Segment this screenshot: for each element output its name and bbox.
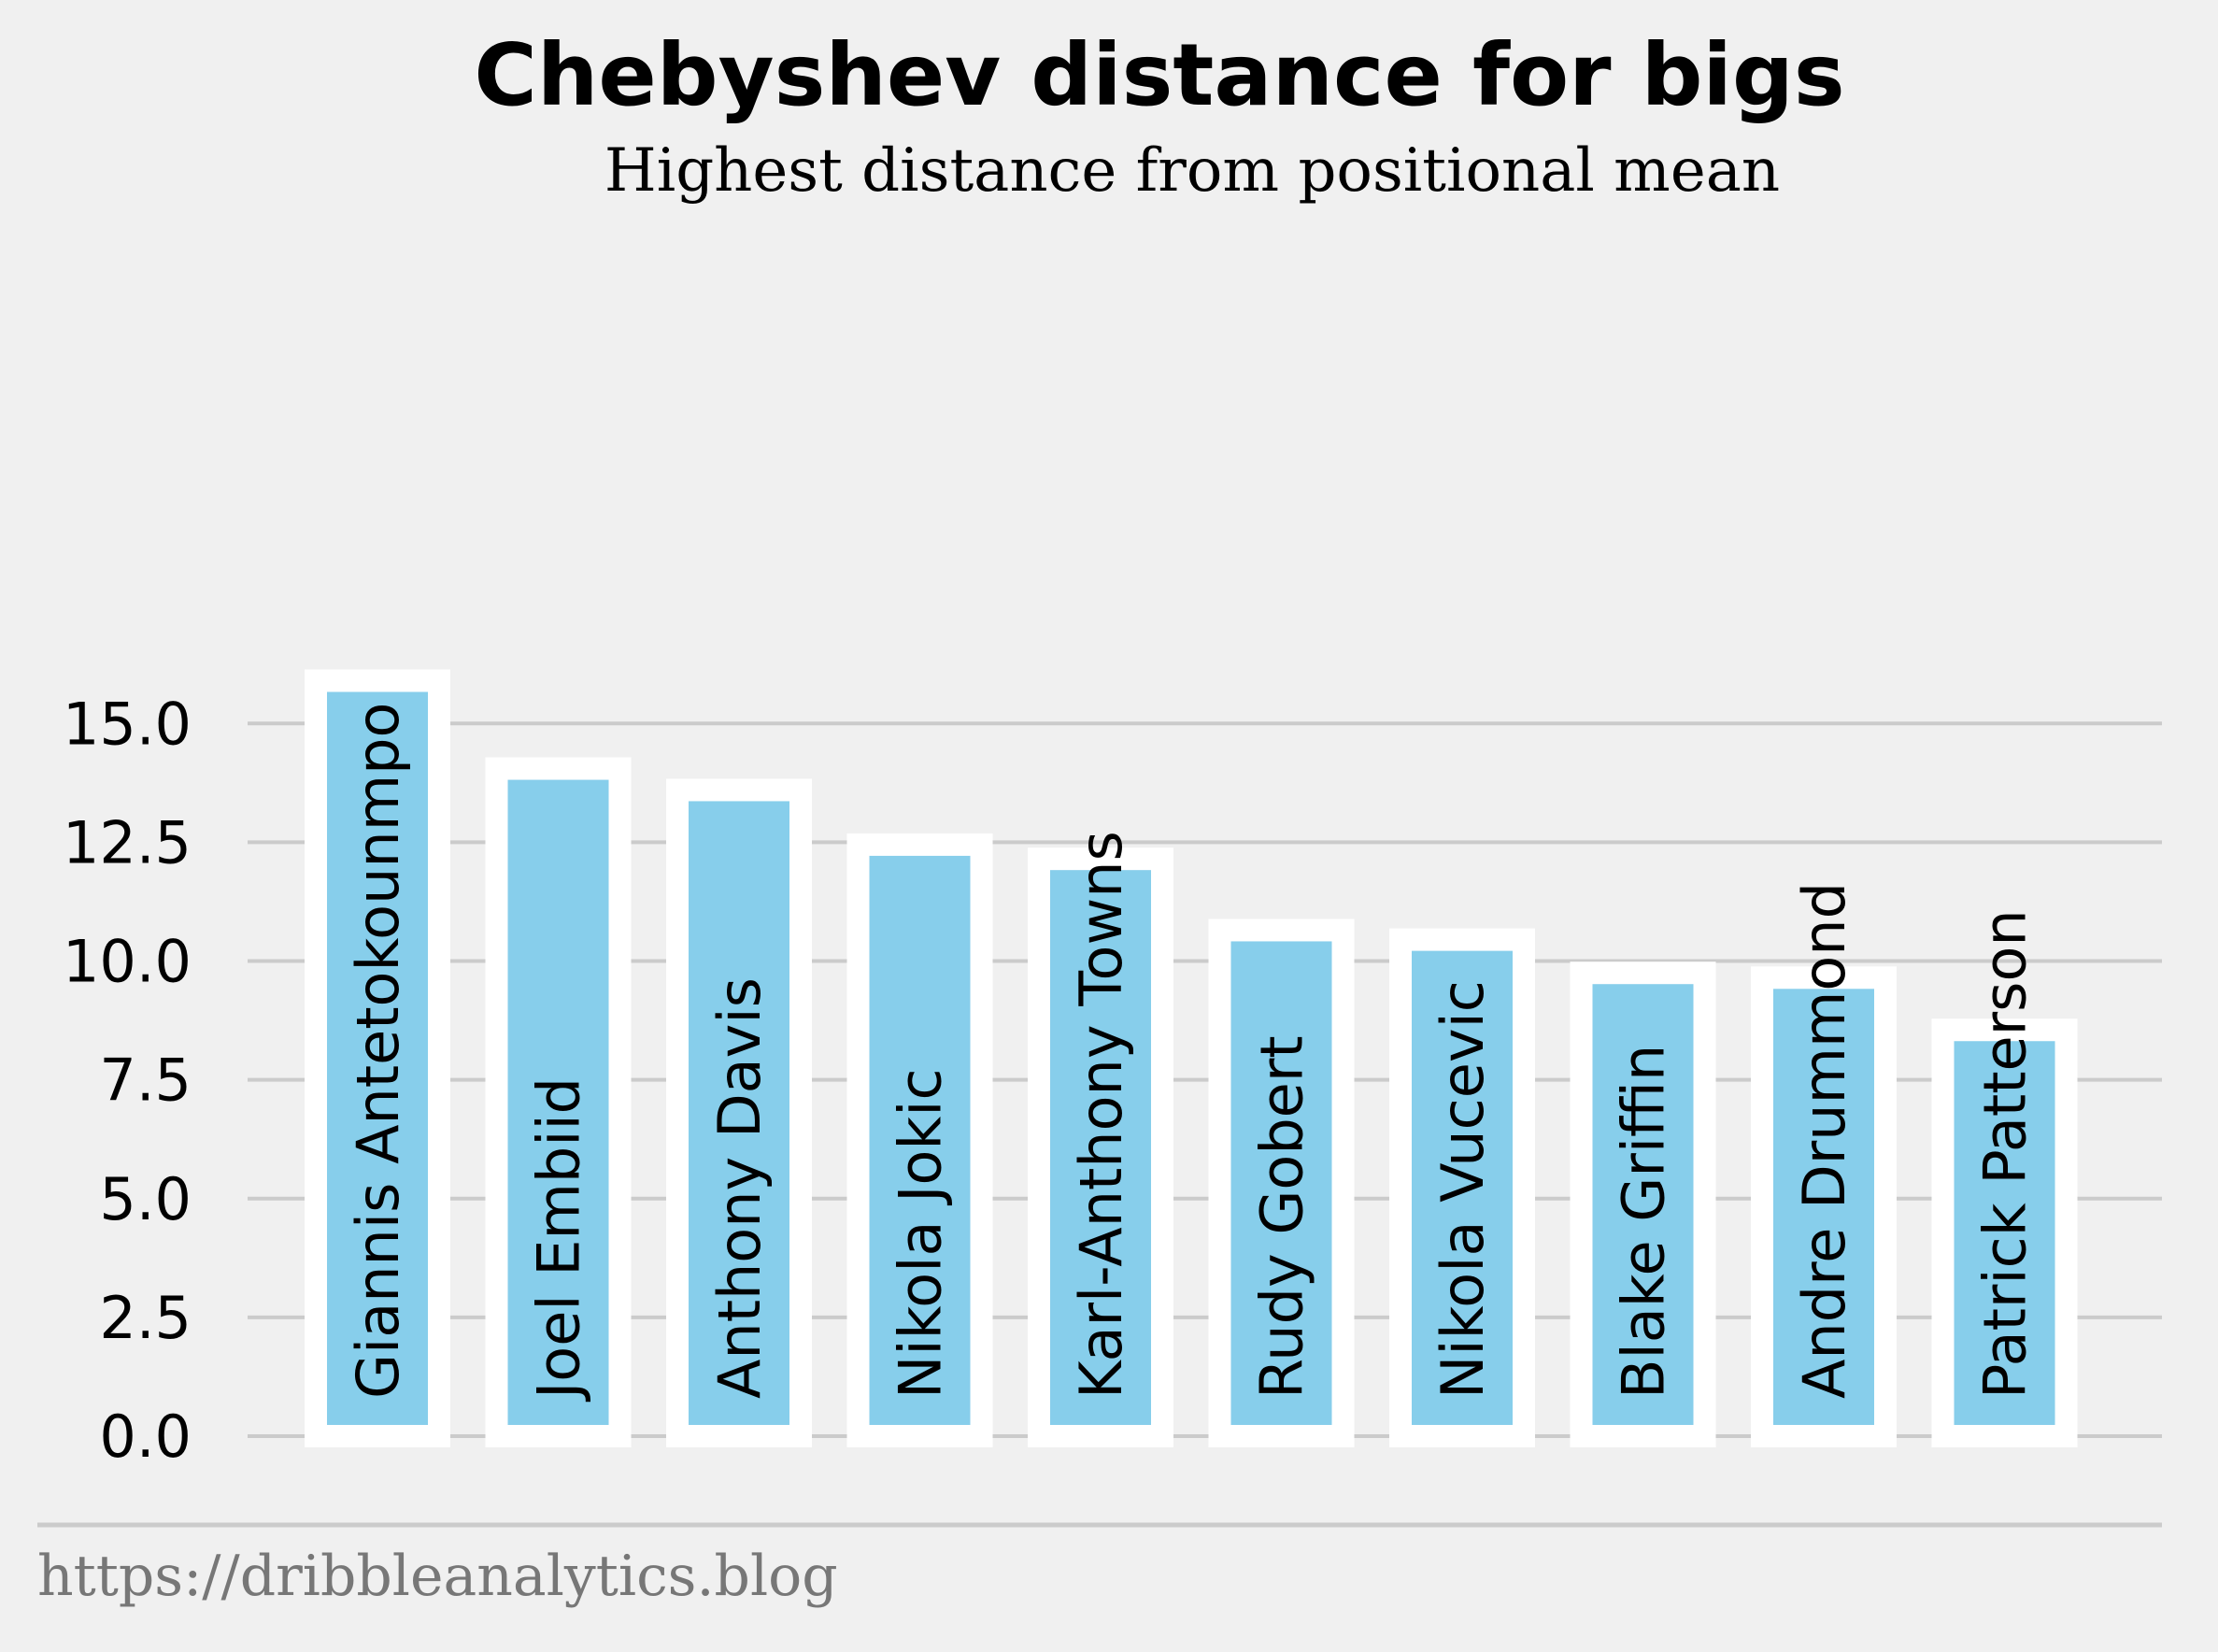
bar [666, 778, 812, 1447]
bar-label: Rudy Gobert [1248, 1035, 1316, 1399]
bar-label: Patrick Patterson [1971, 909, 2040, 1399]
y-tick-label: 12.5 [63, 808, 192, 876]
bar [305, 669, 450, 1447]
chart-subtitle: Highest distance from positional mean [604, 136, 1780, 206]
y-axis-ticks: 0.0 2.5 5.0 7.5 10.0 12.5 15.0 [63, 690, 192, 1471]
y-tick-label: 7.5 [99, 1047, 192, 1115]
bar-label: Blake Griffin [1610, 1045, 1678, 1399]
bar-label: Nikola Jokic [887, 1068, 955, 1399]
bar [485, 757, 632, 1447]
bar [1028, 847, 1173, 1447]
bar-labels: Giannis Antetokounmpo Joel Embiid Anthony … [344, 703, 2040, 1403]
y-tick-label: 10.0 [63, 928, 192, 996]
bar-label: Giannis Antetokounmpo [344, 703, 412, 1399]
source-label: https://dribbleanalytics.blog [37, 1544, 838, 1609]
bar [1931, 1018, 2078, 1448]
y-tick-label: 0.0 [99, 1403, 192, 1471]
bar-label: Joel Embiid [525, 1077, 593, 1403]
bar-label: Andre Drummond [1790, 882, 1858, 1399]
y-tick-label: 15.0 [63, 690, 192, 758]
y-tick-label: 5.0 [99, 1165, 192, 1233]
bar-label: Nikola Vucevic [1429, 980, 1497, 1399]
bar [846, 833, 993, 1447]
bar [1751, 966, 1897, 1447]
y-tick-label: 2.5 [99, 1284, 192, 1352]
chart-title: Chebyshev distance for bigs [474, 25, 1844, 125]
bar [1389, 928, 1535, 1447]
bar-label: Anthony Davis [705, 977, 774, 1399]
bar [1570, 961, 1716, 1448]
bar [1208, 919, 1355, 1447]
bar-label: Karl-Anthony Towns [1067, 831, 1135, 1399]
bars [305, 669, 2078, 1448]
